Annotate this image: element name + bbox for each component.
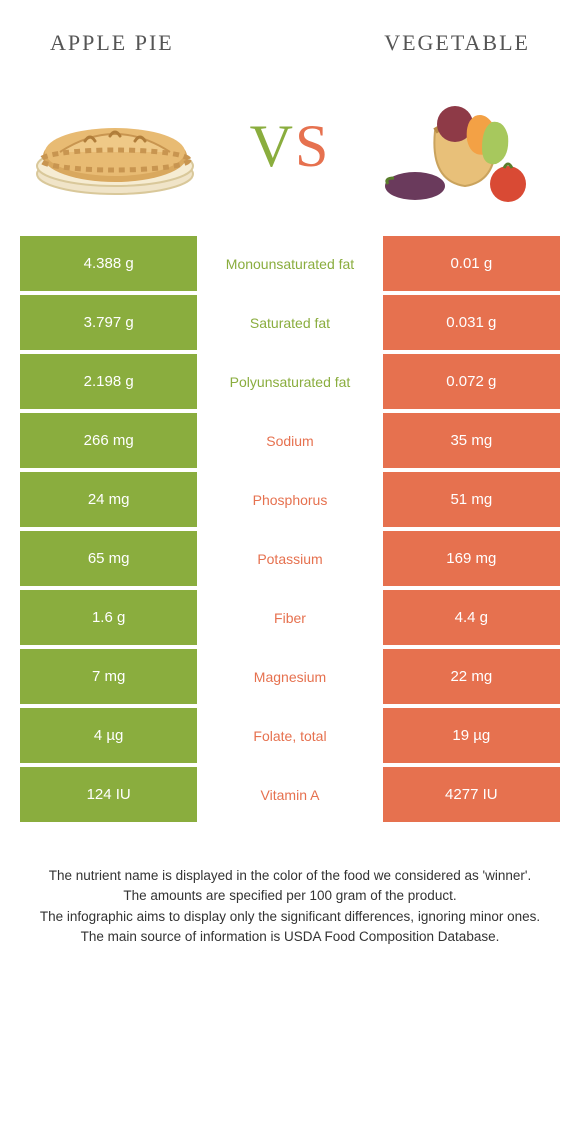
nutrient-label: Vitamin A: [201, 767, 378, 822]
nutrient-label: Saturated fat: [201, 295, 378, 350]
header: Apple Pie Vegetable: [0, 0, 580, 76]
comparison-table: 4.388 gMonounsaturated fat0.01 g3.797 gS…: [20, 236, 560, 822]
left-value: 124 IU: [20, 767, 197, 822]
right-value: 4277 IU: [383, 767, 560, 822]
nutrient-label: Magnesium: [201, 649, 378, 704]
table-row: 4 µgFolate, total19 µg: [20, 708, 560, 763]
left-value: 4 µg: [20, 708, 197, 763]
footer-line: The amounts are specified per 100 gram o…: [30, 886, 550, 906]
nutrient-label: Fiber: [201, 590, 378, 645]
right-value: 0.072 g: [383, 354, 560, 409]
table-row: 266 mgSodium35 mg: [20, 413, 560, 468]
nutrient-label: Phosphorus: [201, 472, 378, 527]
nutrient-label: Folate, total: [201, 708, 378, 763]
left-value: 3.797 g: [20, 295, 197, 350]
table-row: 3.797 gSaturated fat0.031 g: [20, 295, 560, 350]
title-right: Vegetable: [384, 30, 530, 56]
footer-line: The infographic aims to display only the…: [30, 907, 550, 927]
footer-line: The main source of information is USDA F…: [30, 927, 550, 947]
table-row: 24 mgPhosphorus51 mg: [20, 472, 560, 527]
vs-label: VS: [250, 112, 331, 181]
table-row: 2.198 gPolyunsaturated fat0.072 g: [20, 354, 560, 409]
table-row: 7 mgMagnesium22 mg: [20, 649, 560, 704]
table-row: 4.388 gMonounsaturated fat0.01 g: [20, 236, 560, 291]
left-value: 7 mg: [20, 649, 197, 704]
apple-pie-image: [30, 86, 200, 206]
vs-s: S: [295, 113, 330, 179]
footer-line: The nutrient name is displayed in the co…: [30, 866, 550, 886]
left-value: 266 mg: [20, 413, 197, 468]
table-row: 124 IUVitamin A4277 IU: [20, 767, 560, 822]
right-value: 0.01 g: [383, 236, 560, 291]
right-value: 19 µg: [383, 708, 560, 763]
right-value: 22 mg: [383, 649, 560, 704]
left-value: 1.6 g: [20, 590, 197, 645]
footer-notes: The nutrient name is displayed in the co…: [0, 826, 580, 947]
nutrient-label: Sodium: [201, 413, 378, 468]
table-row: 1.6 gFiber4.4 g: [20, 590, 560, 645]
right-value: 4.4 g: [383, 590, 560, 645]
right-value: 0.031 g: [383, 295, 560, 350]
vegetable-image: [380, 86, 550, 206]
nutrient-label: Polyunsaturated fat: [201, 354, 378, 409]
table-row: 65 mgPotassium169 mg: [20, 531, 560, 586]
left-value: 24 mg: [20, 472, 197, 527]
right-value: 51 mg: [383, 472, 560, 527]
right-value: 169 mg: [383, 531, 560, 586]
left-value: 2.198 g: [20, 354, 197, 409]
left-value: 4.388 g: [20, 236, 197, 291]
vs-v: V: [250, 113, 295, 179]
images-row: VS: [0, 76, 580, 236]
nutrient-label: Potassium: [201, 531, 378, 586]
left-value: 65 mg: [20, 531, 197, 586]
title-left: Apple Pie: [50, 30, 174, 56]
nutrient-label: Monounsaturated fat: [201, 236, 378, 291]
right-value: 35 mg: [383, 413, 560, 468]
